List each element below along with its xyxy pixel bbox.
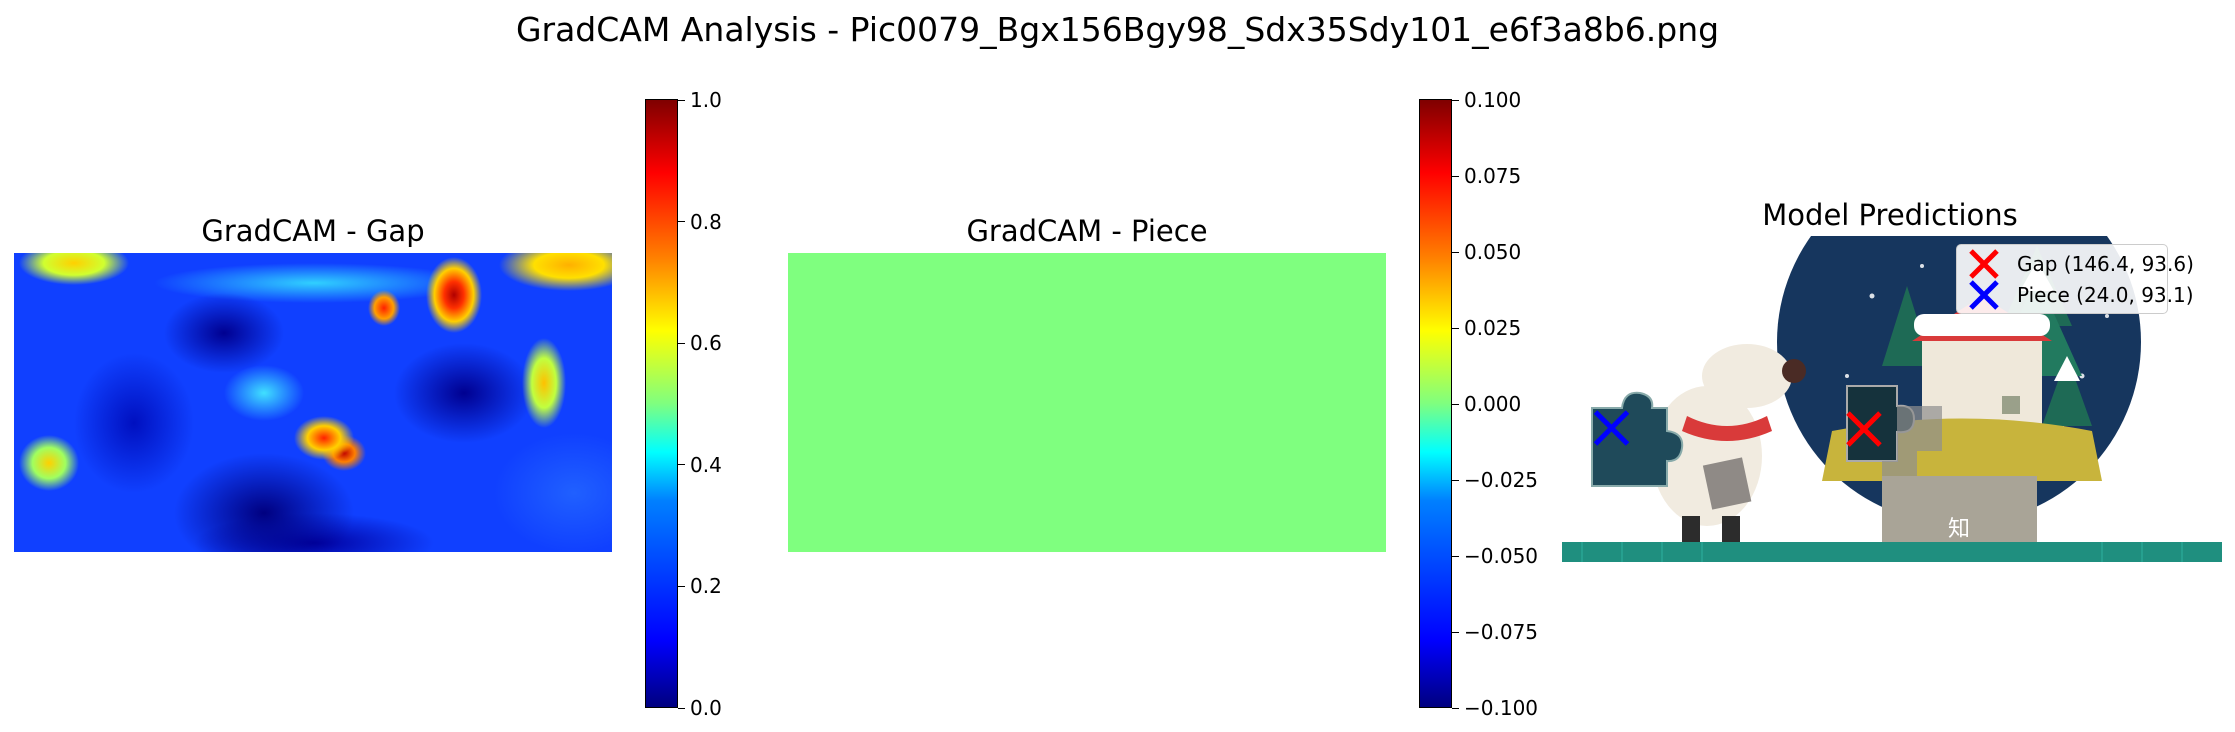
legend-entry-gap: Gap (146.4, 93.6)	[1965, 249, 2194, 279]
figure-title: GradCAM Analysis - Pic0079_Bgx156Bgy98_S…	[515, 10, 1720, 49]
piece-prediction-marker	[1593, 410, 1630, 446]
gap-prediction-marker	[1846, 411, 1882, 447]
piece-colorbar-tick-mark	[1452, 403, 1459, 405]
piece-colorbar-tick-label: 0.000	[1464, 392, 1522, 416]
gap-heatmap	[14, 253, 612, 552]
piece-colorbar-tick-label: −0.025	[1464, 468, 1539, 492]
piece-colorbar-tick-label: −0.075	[1464, 620, 1539, 644]
gap-marker-stroke	[1846, 411, 1882, 447]
piece-colorbar-tick-mark	[1452, 707, 1459, 709]
piece-colorbar-tick-mark	[1452, 555, 1459, 557]
gap-colorbar-tick-label: 0.0	[690, 696, 722, 720]
base-glyph: 知	[1948, 517, 1970, 542]
piece-colorbar-tick-label: 0.075	[1464, 164, 1522, 188]
gap-colorbar-tick-mark	[678, 99, 685, 101]
gap-colorbar-tick-label: 1.0	[690, 88, 722, 112]
piece-colorbar-tick-mark	[1452, 251, 1459, 253]
predictions-panel-title: Model Predictions	[1762, 198, 2018, 232]
piece-colorbar-tick-label: −0.100	[1464, 696, 1539, 720]
piece-panel-title: GradCAM - Piece	[966, 214, 1208, 248]
gap-colorbar-tick-label: 0.8	[690, 209, 722, 234]
piece-colorbar-tick-mark	[1452, 175, 1459, 177]
gap-colorbar-tick-mark	[678, 342, 685, 344]
gap-colorbar	[645, 99, 678, 708]
piece-colorbar	[1419, 99, 1452, 708]
gap-colorbar-tick-mark	[678, 585, 685, 587]
gap-colorbar-tick-mark	[678, 707, 685, 709]
gap-colorbar-tick-label: 0.6	[690, 331, 722, 356]
gap-colorbar-tick-mark	[678, 221, 685, 223]
piece-heatmap	[788, 253, 1386, 552]
legend-entry-piece: Piece (24.0, 93.1)	[1965, 280, 2194, 310]
legend-label-piece: Piece (24.0, 93.1)	[2017, 283, 2194, 307]
predictions-legend: Gap (146.4, 93.6) Piece (24.0, 93.1)	[1956, 244, 2194, 314]
piece-colorbar-tick-mark	[1452, 631, 1459, 633]
gap-colorbar-tick-mark	[678, 464, 685, 466]
piece-colorbar-tick-label: 0.050	[1464, 240, 1522, 264]
gap-panel-title: GradCAM - Gap	[201, 214, 425, 248]
gap-colorbar-tick-label: 0.4	[690, 452, 722, 477]
piece-colorbar-tick-mark	[1452, 99, 1459, 101]
piece-colorbar-tick-label: 0.100	[1464, 88, 1522, 112]
piece-colorbar-tick-mark	[1452, 327, 1459, 329]
gap-colorbar-tick-label: 0.2	[690, 574, 722, 599]
piece-colorbar-tick-label: 0.025	[1464, 316, 1522, 340]
piece-marker-stroke	[1593, 410, 1630, 446]
legend-gap-x-icon	[1969, 249, 1999, 279]
piece-colorbar-tick-mark	[1452, 479, 1459, 481]
legend-piece-x-icon	[1969, 280, 1999, 310]
legend-label-gap: Gap (146.4, 93.6)	[2017, 252, 2194, 276]
piece-colorbar-tick-label: −0.050	[1464, 544, 1539, 568]
